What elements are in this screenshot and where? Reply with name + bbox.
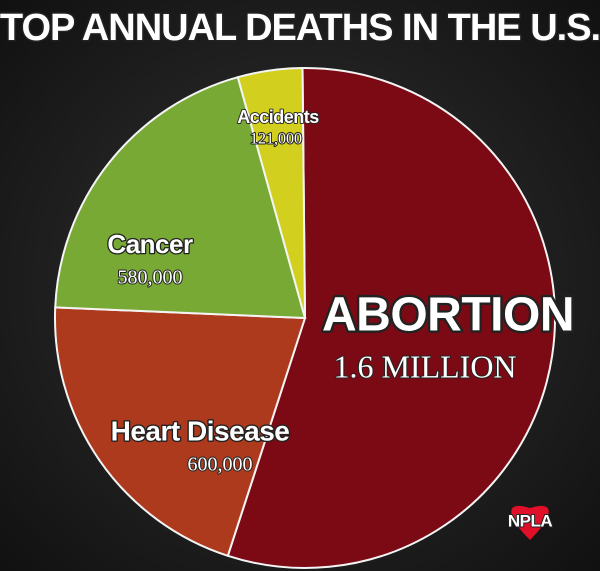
- value-label: 600,000: [188, 454, 253, 476]
- logo-heart: [511, 505, 549, 540]
- pie-slice: [54, 306, 307, 558]
- pie: [54, 67, 556, 569]
- pie-slice: [236, 67, 306, 319]
- slice-label: Accidents: [237, 107, 319, 127]
- pie-slice: [54, 75, 307, 320]
- slice-label: Heart Disease: [111, 415, 290, 446]
- chart-title: TOP ANNUAL DEATHS IN THE U.S.: [0, 7, 600, 49]
- pie-slice: [226, 67, 556, 569]
- labels: ABORTION 1.6 MILLION Heart Disease 600,000 C…: [106, 106, 577, 477]
- slice-label: ABORTION: [322, 289, 574, 342]
- slice-label: Cancer: [107, 229, 193, 259]
- value-label: 121,000: [250, 131, 302, 148]
- watermark: NPLA: [508, 511, 553, 530]
- value-label: 580,000: [118, 267, 183, 289]
- value-label: 1.6 MILLION: [333, 348, 516, 384]
